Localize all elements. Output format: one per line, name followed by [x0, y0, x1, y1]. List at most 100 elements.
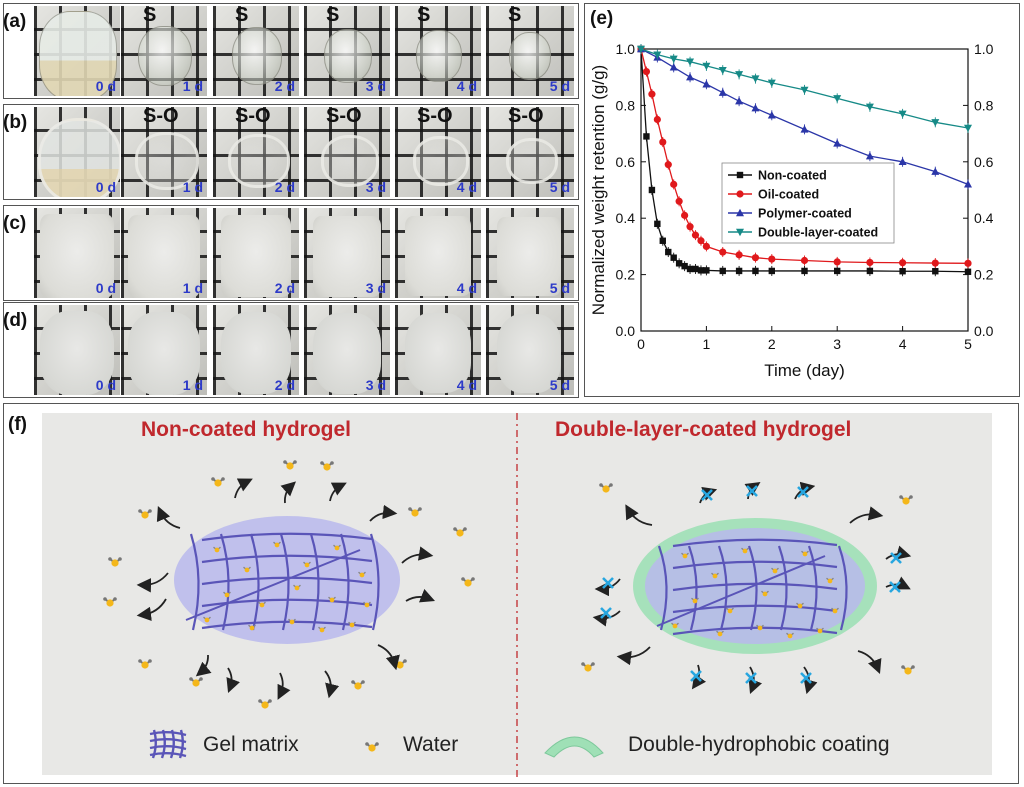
data-point — [659, 138, 667, 146]
data-point — [931, 119, 940, 127]
water-molecule-icon — [283, 460, 297, 470]
hydrogel-sample — [228, 133, 290, 189]
inner-water-icon — [328, 596, 336, 603]
data-point — [691, 231, 700, 239]
water-oxygen — [329, 597, 335, 603]
y-tick-label: 0.6 — [616, 154, 636, 170]
sample-photo: S 3 d — [304, 6, 390, 96]
water-hydrogen — [113, 597, 117, 601]
data-point — [735, 267, 743, 275]
water-molecule-icon — [138, 509, 152, 519]
day-label: 0 d — [95, 78, 116, 94]
data-point — [767, 111, 776, 119]
blocked-arrow — [803, 666, 818, 695]
day-label: 3 d — [365, 377, 386, 393]
day-label: 2 d — [274, 280, 295, 296]
data-point — [681, 262, 688, 270]
escape-arrow — [329, 482, 347, 502]
water-hydrogen — [148, 509, 152, 513]
data-point — [686, 58, 695, 66]
water-oxygen — [244, 567, 250, 573]
legend-label: Oil-coated — [758, 188, 819, 202]
data-point — [800, 256, 809, 265]
inner-water-icon — [348, 621, 356, 628]
water-hydrogen — [418, 507, 422, 511]
blocked-x-icon — [690, 670, 702, 682]
y-axis-label: Normalized weight retention (g/g) — [589, 65, 608, 315]
water-molecule-icon — [351, 680, 365, 690]
day-label: 4 d — [456, 78, 477, 94]
panel-b-frame — [3, 104, 579, 200]
data-point — [670, 254, 677, 261]
panel-b-label: (b) — [3, 112, 28, 133]
water-molecule-icon — [599, 483, 613, 493]
water-oxygen — [602, 485, 610, 493]
inner-water-icon — [716, 630, 724, 637]
inner-water-icon — [303, 561, 311, 568]
inner-water-icon — [248, 624, 256, 631]
data-point — [686, 73, 695, 81]
mesh-strand — [657, 545, 668, 631]
y-tick-label: 0.8 — [616, 97, 636, 113]
data-point — [669, 55, 678, 64]
x-stroke — [800, 672, 812, 684]
sample-photo: 2 d — [213, 305, 299, 395]
water-oxygen — [274, 542, 280, 548]
water-hydrogen — [221, 477, 225, 481]
water-hydrogen — [899, 495, 903, 499]
escape-arrow — [195, 654, 212, 677]
data-point — [800, 125, 809, 133]
data-point — [637, 45, 645, 54]
data-point — [735, 71, 744, 79]
sample-marker-text: S — [326, 6, 340, 26]
water-molecule-icon — [408, 507, 422, 517]
sample-photo: S-O 4 d — [395, 107, 481, 197]
hydrogel-sample — [320, 135, 380, 187]
inner-water-icon — [258, 601, 266, 608]
water-oxygen — [141, 661, 149, 669]
escape-arrow — [234, 478, 253, 499]
y-tick-label: 0.4 — [616, 210, 636, 226]
day-label: 5 d — [549, 280, 570, 296]
escape-arrow — [616, 646, 651, 666]
data-point — [751, 104, 760, 112]
data-point — [800, 86, 809, 95]
hydrogel-sample — [39, 11, 117, 96]
data-point — [718, 66, 727, 75]
legend-label: Non-coated — [758, 169, 827, 183]
water-oxygen — [584, 664, 592, 672]
data-point — [675, 260, 683, 267]
data-point — [648, 186, 656, 194]
data-point — [865, 103, 874, 112]
hydrogel-sample — [221, 215, 291, 297]
water-hydrogen — [108, 557, 112, 561]
panel-e-label: (e) — [590, 8, 614, 29]
data-point — [697, 237, 705, 245]
hydrogel-sample — [497, 216, 561, 296]
inner-water-icon — [288, 618, 296, 625]
mesh-strand — [201, 554, 373, 564]
hydrogel-sample — [138, 25, 192, 87]
data-point — [735, 96, 744, 105]
water-hydrogen — [138, 509, 142, 513]
day-label: 2 d — [274, 78, 295, 94]
x-tick-label: 2 — [768, 336, 776, 352]
day-label: 4 d — [456, 179, 477, 195]
data-point — [964, 259, 972, 267]
water-oxygen — [319, 627, 325, 633]
data-point — [751, 254, 760, 262]
data-point — [653, 115, 661, 124]
water-oxygen — [827, 578, 833, 584]
y-tick-label: 0.0 — [616, 323, 636, 339]
blocked-x-icon — [889, 581, 901, 593]
escape-arrow — [377, 644, 400, 671]
escape-arrow — [405, 588, 436, 603]
inner-water-icon — [223, 591, 231, 598]
water-hydrogen — [258, 699, 262, 703]
data-point — [866, 267, 874, 275]
hydrogel-sample — [231, 27, 283, 85]
blocked-x-icon — [745, 672, 757, 684]
y-tick-label: 0.2 — [616, 267, 636, 283]
water-molecule-icon — [103, 597, 117, 607]
water-molecule-icon — [258, 699, 272, 709]
